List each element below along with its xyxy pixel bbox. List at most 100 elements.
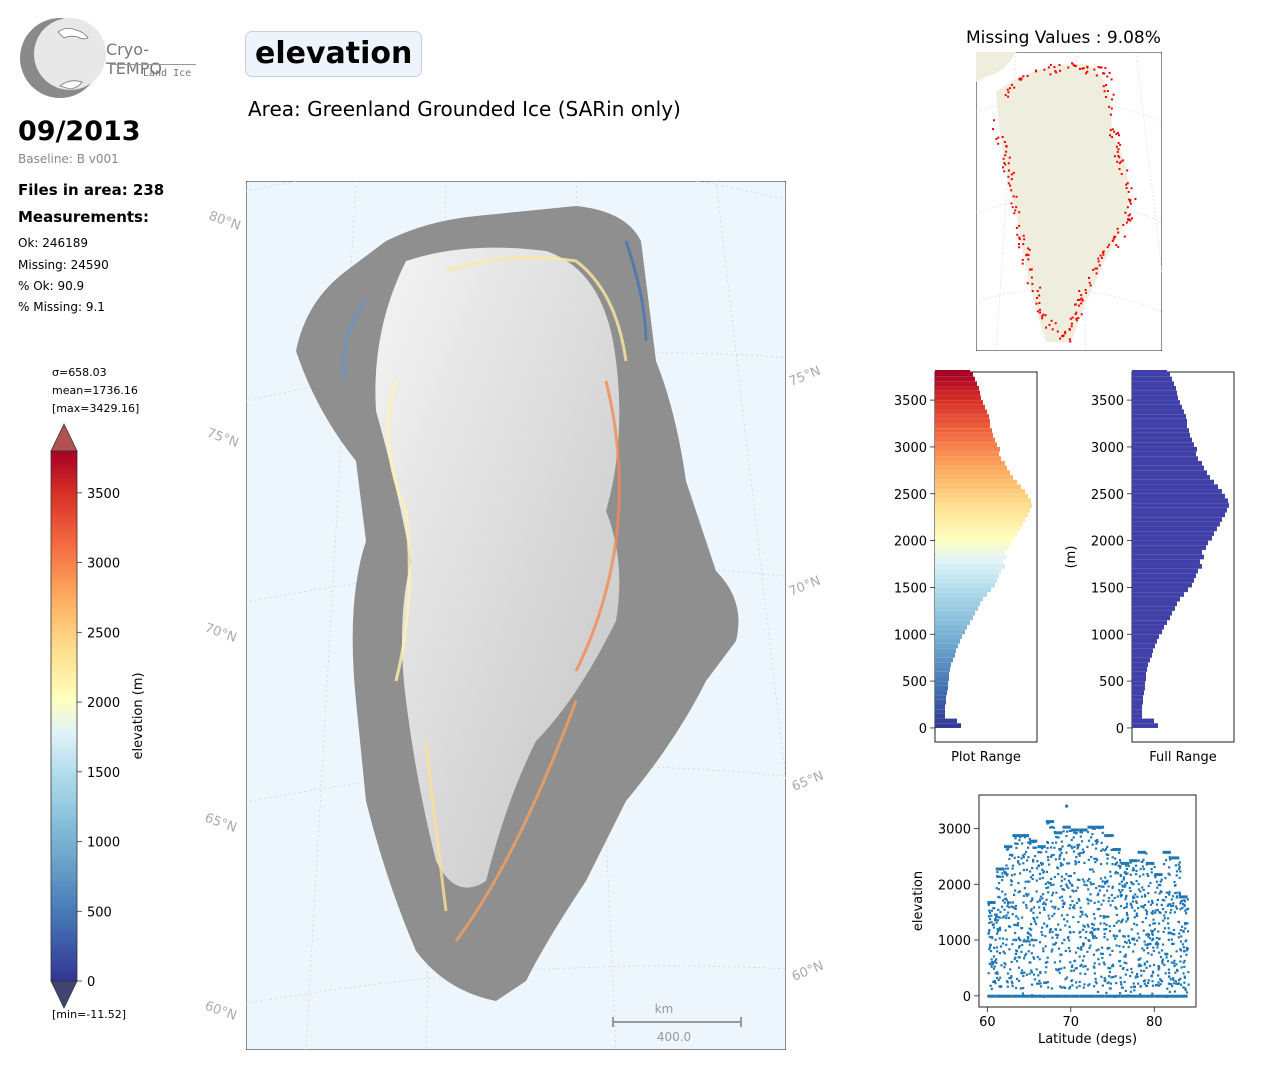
scatter-point [1124,940,1127,944]
scatter-point [1033,957,1036,960]
scatter-point [1001,890,1004,893]
hist-bar [935,653,955,658]
scatter-point [1167,917,1170,920]
scatter-point [1089,881,1092,884]
hist-bar [935,723,961,728]
colorbar-extend-min [50,980,78,1009]
hist-tick-label: 0 [1116,722,1124,737]
scatter-point [1022,974,1025,978]
missing-point [1028,248,1031,251]
scatter-point [1032,911,1035,914]
scatter-point [1040,931,1043,934]
scatter-point [1044,945,1047,948]
missing-point [1016,233,1019,236]
scatter-point [1008,925,1012,928]
missing-point [1117,154,1120,157]
scatter-point [1072,850,1076,853]
scatter-envelope [1045,820,1055,824]
missing-point [1012,171,1015,174]
scatter-point [1105,915,1108,918]
scatter-point [1157,974,1160,977]
scatter-point [1179,940,1183,943]
scatter-point [1051,841,1054,845]
missing-point [1082,67,1085,70]
hist-bar [1132,526,1217,532]
map-lat-label-right: 65°N [790,769,826,795]
missing-point [1080,313,1083,316]
scatter-point [1115,921,1118,924]
scatter-point [998,985,1001,988]
scatter-point [997,908,1000,911]
scatter-point [1158,922,1161,925]
scatter-point [1135,912,1138,915]
missing-point [1048,323,1051,326]
scatter-point [1040,861,1043,864]
scatter-point [1012,938,1015,941]
missing-point [1073,65,1076,67]
scatter-point [1051,948,1054,951]
scatter-point [1041,893,1045,896]
scatter-point [1102,915,1105,918]
scatter-point [1023,938,1026,941]
scatter-point [1127,935,1130,938]
scatter-point [1119,861,1122,864]
scatter-point [1075,889,1078,892]
scatter-point [1084,972,1087,976]
scatter-point [1042,871,1045,874]
scatter-point [1066,830,1069,833]
scatter-point [1082,851,1085,854]
missing-point [1129,202,1132,205]
scatter-point [1027,856,1030,859]
scatter-point [1105,991,1108,994]
scatter-point [1065,873,1068,876]
scatter-point [1032,917,1035,920]
scatter-point [994,917,997,920]
scatter-point [1029,876,1033,879]
hist-bar [935,713,945,719]
map-lat-label: 65°N [203,811,239,836]
missing-point [1015,195,1018,198]
scatter-point [1184,909,1187,912]
scatter-point [1036,982,1039,985]
hist-bar [1132,681,1145,686]
missing-point [1043,68,1046,71]
scatter-point [1156,946,1159,949]
scatter-point [1103,963,1106,966]
scatter-point [1143,903,1147,907]
scatter-point [1064,986,1067,989]
scatter-point [1133,985,1136,988]
scatter-point [1078,843,1081,846]
scatter-point [1060,875,1064,878]
missing-point [1080,297,1083,300]
scatter-point [1111,886,1114,890]
scatter-point [1093,901,1096,904]
scatter-point [1030,928,1033,931]
scatter-point [1047,856,1050,859]
scatter-point [1030,983,1034,986]
scatter-point [999,976,1002,979]
scatter-point [1170,908,1173,912]
scatter-point [1079,936,1082,939]
scatter-point [1126,917,1130,920]
scatter-point [1136,975,1139,978]
scatter-point [1093,928,1096,932]
scatter-point [1004,871,1007,874]
missing-point [1007,182,1010,185]
scatter-point [1105,853,1108,856]
scatter-point [1176,969,1179,972]
scatter-floor [1004,994,1013,998]
hist-bar [935,554,1007,560]
scatter-point [1167,960,1170,963]
scatter-point [1067,879,1070,882]
colorbar-tick-label: 3000 [87,557,120,572]
hist-bar [935,517,1025,522]
scatter-xlabel: Latitude (degs) [1038,1032,1137,1047]
scatter-point [1100,903,1103,906]
scatter-point [1179,949,1183,952]
scatter-point [1087,925,1090,928]
scatter-point [1044,882,1047,885]
hist-bar [1132,648,1153,654]
scatter-point [1045,898,1048,901]
hist-bar [1132,531,1214,536]
scatter-point [1014,907,1017,910]
